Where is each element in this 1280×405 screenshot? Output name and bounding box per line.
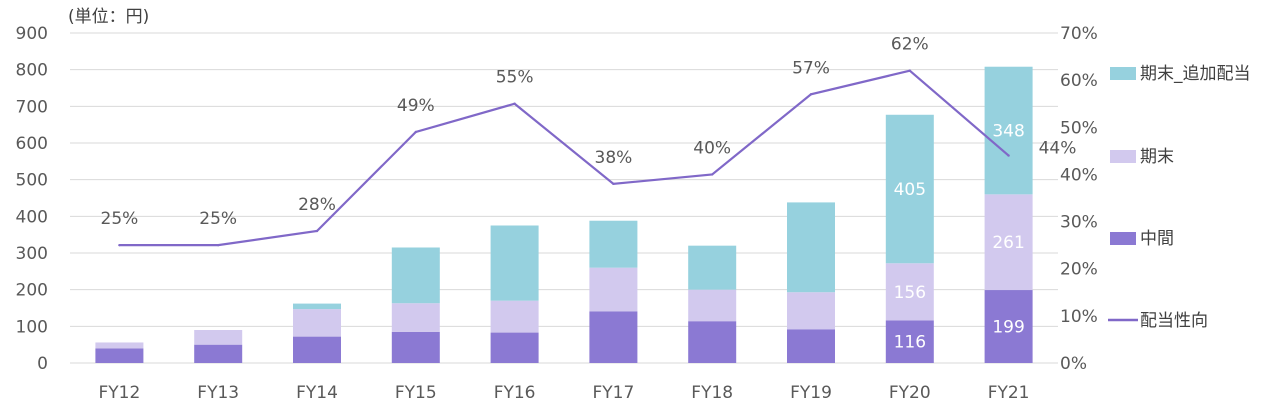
bar-segment: [293, 309, 341, 337]
x-tick-label: FY15: [395, 383, 437, 403]
payout-ratio-label: 44%: [1039, 139, 1077, 159]
bar-segment: [391, 247, 440, 304]
payout-ratio-point: [118, 243, 121, 247]
bar-segment: [490, 225, 539, 301]
bar-segment: [688, 289, 737, 322]
y2-tick-label: 20%: [1060, 260, 1098, 280]
bar-value-label: 405: [894, 180, 926, 200]
payout-ratio-label: 38%: [595, 148, 633, 168]
legend-swatch: [1110, 67, 1136, 80]
bar-segment: [391, 303, 440, 332]
bar-value-label: 348: [992, 122, 1024, 142]
y2-tick-label: 60%: [1060, 71, 1098, 91]
y-tick-label: 0: [37, 354, 48, 374]
bar-segment: [885, 320, 934, 363]
x-tick-label: FY12: [99, 383, 141, 403]
x-tick-label: FY21: [988, 383, 1030, 403]
bar-segment: [787, 292, 835, 330]
bar-segment: [490, 300, 539, 333]
y-tick-label: 600: [16, 134, 48, 154]
bar-value-label: 199: [992, 318, 1024, 338]
y-tick-label: 200: [16, 281, 48, 301]
x-tick-label: FY16: [494, 383, 536, 403]
payout-ratio-label: 25%: [199, 209, 237, 229]
y-tick-label: 900: [16, 24, 48, 44]
payout-ratio-point: [809, 93, 813, 96]
payout-ratio-point: [1007, 154, 1010, 157]
x-axis: FY12 FY13 FY14 FY15 FY16 FY17 FY18 FY19 FY20 FY21: [99, 383, 1030, 403]
bar-value-label: 261: [992, 233, 1024, 253]
x-tick-label: FY18: [691, 383, 733, 403]
y-axis-left: 0 100 200 300 400 500 600 700 800 900: [16, 24, 48, 374]
y-tick-label: 700: [16, 97, 48, 117]
y2-tick-label: 50%: [1060, 118, 1098, 138]
payout-ratio-polyline: [119, 69, 1010, 247]
bar-value-label: 116: [894, 333, 926, 353]
bar-segment: [984, 194, 1033, 291]
bar-series: 116 199 156 261 405 348: [95, 66, 1033, 363]
payout-ratio-point: [217, 243, 220, 247]
y-tick-label: 500: [16, 171, 48, 191]
y2-tick-label: 30%: [1060, 213, 1098, 233]
bar-segment: [194, 330, 243, 345]
payout-ratio-label: 62%: [891, 35, 929, 55]
bar-segment: [885, 114, 934, 264]
x-tick-label: FY13: [197, 383, 239, 403]
payout-ratio-label: 57%: [792, 58, 830, 78]
legend-label: 期末: [1140, 147, 1174, 167]
y2-tick-label: 40%: [1060, 165, 1098, 185]
y-tick-label: 400: [16, 207, 48, 227]
legend-label: 中間: [1140, 229, 1174, 249]
gridlines: [70, 32, 1058, 364]
legend-label: 期末_追加配当: [1140, 64, 1251, 84]
x-tick-label: FY17: [593, 383, 635, 403]
x-tick-label: FY20: [889, 383, 931, 403]
y2-tick-label: 0%: [1060, 354, 1087, 374]
y2-tick-label: 10%: [1060, 307, 1098, 327]
bar-segment: [787, 329, 835, 363]
legend-swatch: [1110, 150, 1136, 163]
y2-tick-label: 70%: [1060, 24, 1098, 44]
y-tick-label: 300: [16, 244, 48, 264]
y-axis-right: 0% 10% 20% 30% 40% 50% 60% 70%: [1060, 24, 1098, 374]
bar-segment: [490, 332, 539, 363]
bar-segment: [787, 202, 835, 293]
bar-segment: [391, 331, 440, 363]
bar-segment: [589, 267, 638, 312]
payout-ratio-point: [711, 173, 714, 176]
bar-segment: [293, 303, 341, 310]
bar-segment: [688, 245, 737, 290]
x-tick-label: FY14: [296, 383, 338, 403]
x-tick-label: FY19: [790, 383, 832, 403]
payout-ratio-label: 28%: [298, 195, 336, 215]
bar-segment: [984, 66, 1033, 195]
payout-ratio-point: [414, 130, 417, 134]
bar-segment: [95, 342, 144, 349]
bar-segment: [984, 290, 1033, 363]
bar-segment: [293, 336, 341, 363]
bar-segment: [885, 263, 934, 321]
payout-ratio-point: [513, 102, 516, 105]
payout-ratio-label: 55%: [496, 68, 534, 88]
y-tick-label: 800: [16, 61, 48, 81]
legend-swatch: [1110, 232, 1136, 245]
bar-segment: [589, 311, 638, 363]
unit-label: (単位：円): [68, 7, 149, 27]
payout-ratio-line: 25% 25% 28% 49% 55% 38% 40% 57% 62% 44%: [101, 35, 1077, 247]
payout-ratio-point: [315, 229, 319, 233]
payout-ratio-label: 49%: [397, 96, 435, 116]
bar-segment: [589, 220, 638, 268]
legend-label: 配当性向: [1140, 311, 1208, 331]
payout-ratio-label: 40%: [693, 138, 731, 158]
bar-segment: [194, 344, 243, 363]
y-tick-label: 100: [16, 317, 48, 337]
payout-ratio-point: [612, 182, 615, 186]
payout-ratio-label: 25%: [101, 209, 139, 229]
bar-value-label: 156: [894, 283, 926, 303]
payout-ratio-point: [908, 69, 911, 72]
bar-segment: [95, 348, 144, 363]
bar-segment: [688, 321, 737, 363]
